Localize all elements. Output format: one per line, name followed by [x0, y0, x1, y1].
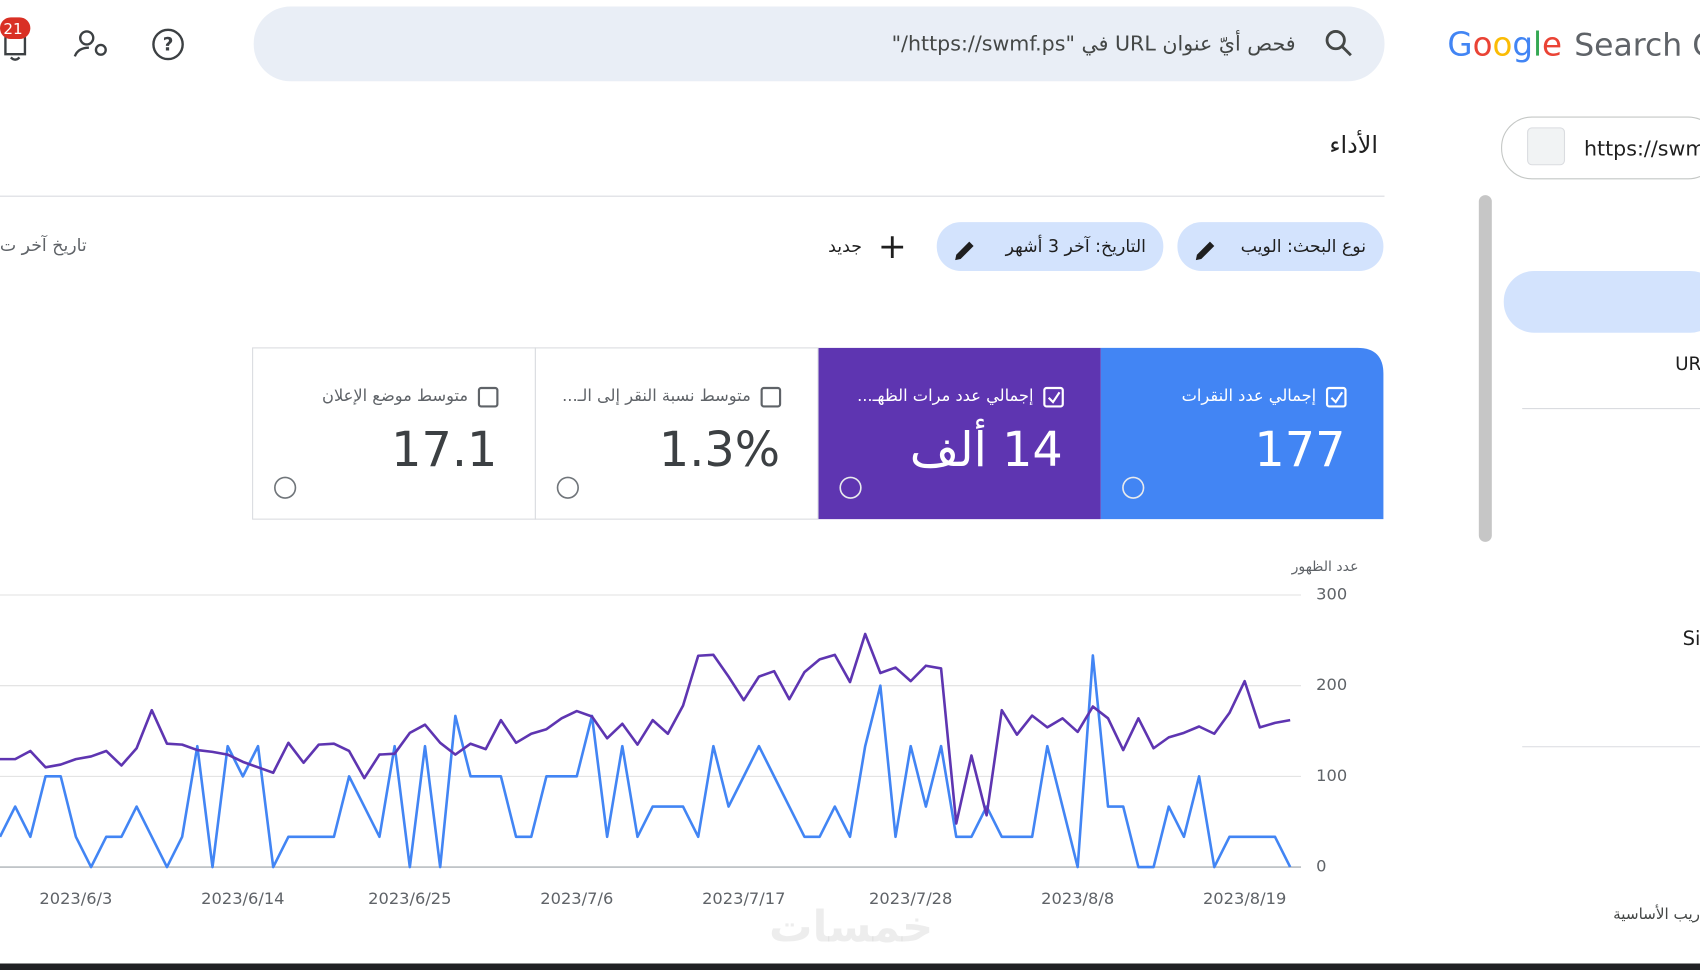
card-background — [534, 347, 819, 520]
metric-value: 1.3% — [659, 423, 780, 478]
metric-help[interactable] — [839, 476, 862, 499]
user-icon — [79, 30, 95, 46]
settings-button[interactable] — [73, 30, 107, 57]
metric-label: إجمالي عدد النقرات — [1182, 386, 1317, 406]
nav-item[interactable]: UR — [1675, 354, 1700, 375]
metric-cards: إجمالي عدد النقرات 177 إجمالي عدد مرات الظ… — [252, 347, 1384, 520]
metric-card[interactable]: متوسط نسبة النقر إلى الـ... 1.3% — [534, 347, 819, 520]
checkbox[interactable] — [477, 386, 499, 408]
checkbox[interactable] — [1325, 386, 1347, 408]
nav-section: ريب الأساسية — [1613, 904, 1700, 923]
filter-chip[interactable]: التاريخ: آخر 3 أشهر — [936, 222, 1164, 271]
user-body — [73, 46, 89, 57]
lens — [1325, 30, 1346, 51]
help-circle — [152, 28, 184, 61]
notification-badge — [0, 17, 31, 40]
last-update: تاريخ آخر ت — [0, 234, 87, 256]
checkmark — [1047, 391, 1061, 404]
taskbar-edge — [0, 963, 1700, 970]
chart: عدد الظهور 0 100 200 300 2023/6/3 2023/6/14 202… — [0, 559, 1358, 908]
metric-value: 14 ألف — [910, 418, 1063, 478]
card-background — [818, 347, 1101, 520]
x-tick-label: 2023/8/8 — [1041, 889, 1114, 908]
y-tick-label: 200 — [1316, 675, 1347, 694]
property-favicon — [1527, 127, 1566, 166]
metric-value: 17.1 — [391, 423, 497, 478]
brand-logo: Google — [1447, 26, 1562, 64]
x-tick-label: 2023/7/28 — [869, 889, 952, 908]
property-url: https://swm — [1584, 137, 1700, 161]
x-tick-label: 2023/7/6 — [540, 889, 613, 908]
scrollbar[interactable] — [1478, 195, 1492, 542]
chart-card — [0, 520, 1385, 952]
series-line — [0, 654, 1292, 869]
metric-card[interactable]: متوسط موضع الإعلان 17.1 — [252, 347, 536, 520]
search-box[interactable] — [253, 6, 1385, 82]
chip-label: نوع البحث: الويب — [1241, 237, 1366, 257]
chip-label: التاريخ: آخر 3 أشهر — [1005, 235, 1146, 257]
filter-chip[interactable]: نوع البحث: الويب — [1177, 222, 1384, 271]
chip-background — [936, 222, 1164, 271]
bell-clapper — [9, 56, 21, 61]
notification-count: 21 — [3, 20, 22, 38]
new-filter-label: جديد — [828, 237, 862, 257]
series-line — [0, 632, 1291, 825]
metric-card[interactable]: إجمالي عدد النقرات 177 — [1100, 347, 1384, 520]
watermark: خمسات — [769, 902, 933, 952]
help-button[interactable]: ? — [152, 28, 184, 61]
card-background — [1100, 347, 1384, 520]
help-glyph: ? — [163, 35, 174, 56]
metric-label: متوسط موضع الإعلان — [322, 386, 468, 406]
new-filter-button[interactable]: جديد — [828, 236, 904, 258]
x-tick-label: 2023/6/14 — [201, 889, 284, 908]
checkmark — [1330, 391, 1344, 404]
product-name: Search C — [1574, 28, 1700, 64]
search-placeholder: فحص أيّ عنوان URL في "https://swmf.ps/" — [892, 29, 1296, 55]
edit-icon — [955, 241, 974, 261]
checkbox[interactable] — [760, 386, 782, 408]
y-tick-label: 0 — [1316, 857, 1326, 876]
metric-value: 177 — [1254, 423, 1345, 478]
chip-background — [1177, 222, 1384, 271]
edit-icon — [1195, 241, 1215, 261]
y-axis-label: عدد الظهور — [1291, 559, 1359, 575]
handle — [1341, 45, 1352, 57]
metric-label: إجمالي عدد مرات الظهـ... — [857, 386, 1033, 406]
metric-help[interactable] — [556, 476, 579, 499]
x-tick-label: 2023/7/17 — [702, 889, 785, 908]
x-tick-label: 2023/6/25 — [368, 889, 451, 908]
y-tick-label: 100 — [1316, 766, 1347, 785]
search-icon[interactable] — [1325, 30, 1352, 57]
card-background — [252, 347, 536, 520]
checkbox[interactable] — [1043, 386, 1064, 408]
x-tick-label: 2023/6/3 — [39, 889, 112, 908]
active-nav-item[interactable] — [1503, 270, 1700, 333]
x-tick-label: 2023/8/19 — [1203, 889, 1286, 908]
metric-help[interactable] — [1122, 476, 1145, 499]
nav-item[interactable]: Si — [1683, 627, 1700, 650]
metric-label: متوسط نسبة النقر إلى الـ... — [562, 386, 751, 406]
y-tick-label: 300 — [1316, 585, 1347, 604]
metric-help[interactable] — [274, 476, 297, 499]
plus-icon — [881, 236, 904, 258]
page-title: الأداء — [1329, 130, 1378, 159]
metric-card[interactable]: إجمالي عدد مرات الظهـ... 14 ألف — [818, 347, 1101, 520]
gear-icon — [94, 43, 107, 56]
